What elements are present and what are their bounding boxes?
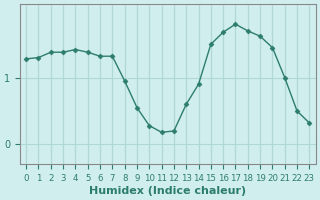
X-axis label: Humidex (Indice chaleur): Humidex (Indice chaleur): [89, 186, 246, 196]
